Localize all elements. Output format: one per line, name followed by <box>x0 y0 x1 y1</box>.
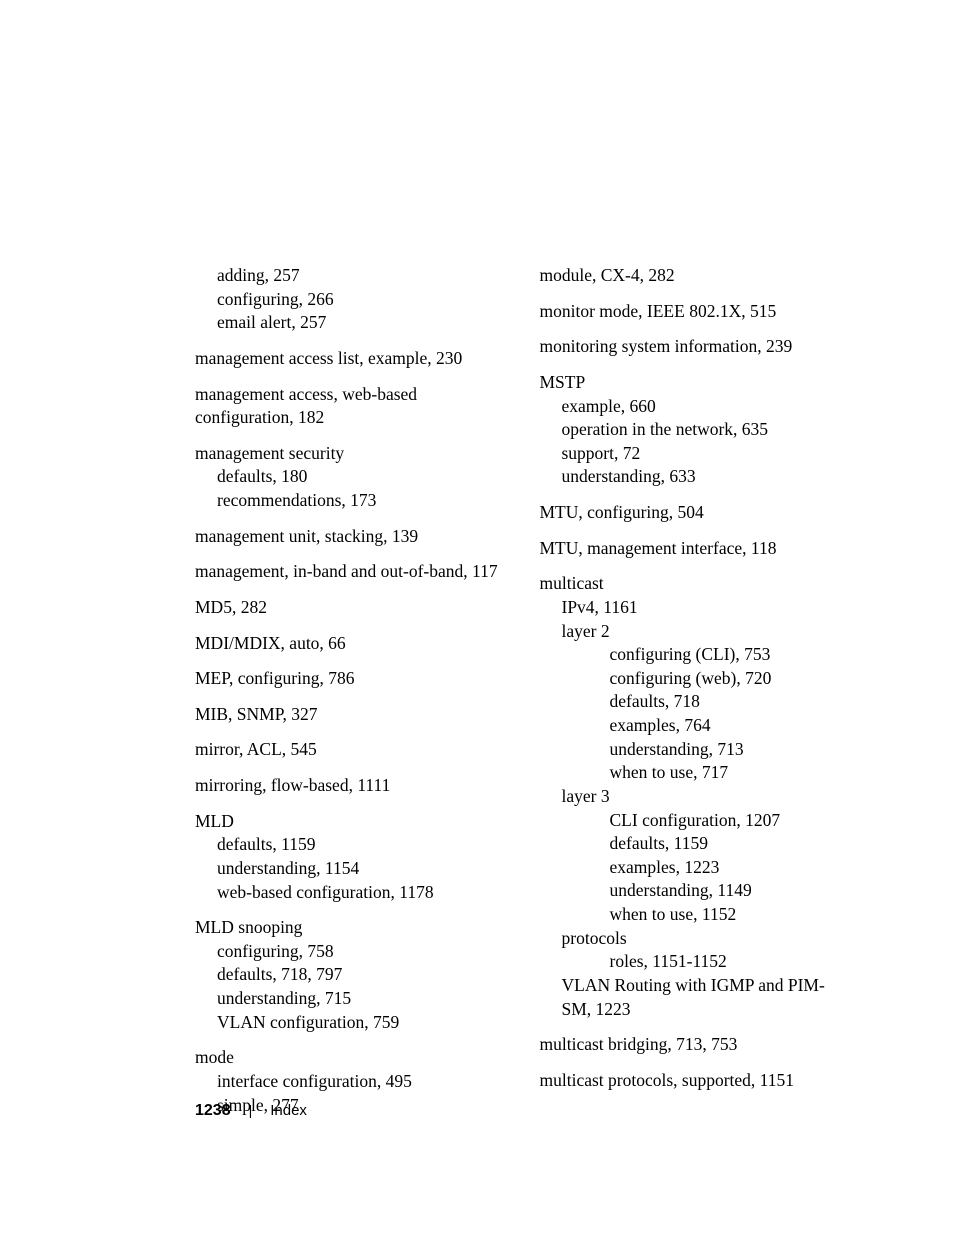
index-entry: multicast protocols, supported, 1151 <box>540 1069 845 1093</box>
index-subentry: operation in the network, 635 <box>540 418 845 442</box>
index-subentry: understanding, 1154 <box>195 857 500 881</box>
index-subsubentry: CLI configuration, 1207 <box>540 809 845 833</box>
index-subentry: defaults, 180 <box>195 465 500 489</box>
index-subentry: defaults, 1159 <box>195 833 500 857</box>
index-subentry: protocols <box>540 927 845 951</box>
right-column: module, CX-4, 282 monitor mode, IEEE 802… <box>540 264 845 1117</box>
index-page: adding, 257 configuring, 266 email alert… <box>0 0 954 1235</box>
index-subentry: web-based configuration, 1178 <box>195 881 500 905</box>
index-subsubentry: examples, 1223 <box>540 856 845 880</box>
index-subentry: layer 2 <box>540 620 845 644</box>
index-entry: MTU, configuring, 504 <box>540 501 845 525</box>
index-entry: management, in-band and out-of-band, 117 <box>195 560 500 584</box>
index-subsubentry: understanding, 1149 <box>540 879 845 903</box>
index-entry: management access, web-based configurati… <box>195 383 500 430</box>
index-subsubentry: examples, 764 <box>540 714 845 738</box>
index-subentry: understanding, 715 <box>195 987 500 1011</box>
index-subsubentry: roles, 1151-1152 <box>540 950 845 974</box>
index-subsubentry: defaults, 718 <box>540 690 845 714</box>
index-subentry: VLAN configuration, 759 <box>195 1011 500 1035</box>
index-entry: MEP, configuring, 786 <box>195 667 500 691</box>
index-entry: monitoring system information, 239 <box>540 335 845 359</box>
index-entry: management security <box>195 442 500 466</box>
index-entry: multicast <box>540 572 845 596</box>
index-subsubentry: configuring (web), 720 <box>540 667 845 691</box>
index-subsubentry: understanding, 713 <box>540 738 845 762</box>
index-subentry: IPv4, 1161 <box>540 596 845 620</box>
index-subentry: email alert, 257 <box>195 311 500 335</box>
index-subsubentry: defaults, 1159 <box>540 832 845 856</box>
index-entry: management unit, stacking, 139 <box>195 525 500 549</box>
index-subentry: support, 72 <box>540 442 845 466</box>
index-entry: module, CX-4, 282 <box>540 264 845 288</box>
page-footer: 1238 | Index <box>195 1102 307 1120</box>
index-entry: mode <box>195 1046 500 1070</box>
index-subentry: configuring, 758 <box>195 940 500 964</box>
index-entry: mirroring, flow-based, 1111 <box>195 774 500 798</box>
index-columns: adding, 257 configuring, 266 email alert… <box>195 264 844 1117</box>
index-subentry: configuring, 266 <box>195 288 500 312</box>
index-subsubentry: configuring (CLI), 753 <box>540 643 845 667</box>
index-subentry: interface configuration, 495 <box>195 1070 500 1094</box>
index-entry: MLD snooping <box>195 916 500 940</box>
index-entry: MSTP <box>540 371 845 395</box>
index-entry: MDI/MDIX, auto, 66 <box>195 632 500 656</box>
index-entry: multicast bridging, 713, 753 <box>540 1033 845 1057</box>
index-subentry: adding, 257 <box>195 264 500 288</box>
index-entry: MTU, management interface, 118 <box>540 537 845 561</box>
index-subsubentry: when to use, 717 <box>540 761 845 785</box>
index-entry: MD5, 282 <box>195 596 500 620</box>
index-subentry: layer 3 <box>540 785 845 809</box>
left-column: adding, 257 configuring, 266 email alert… <box>195 264 500 1117</box>
index-subentry: recommendations, 173 <box>195 489 500 513</box>
footer-label: Index <box>270 1102 307 1119</box>
index-entry: MLD <box>195 810 500 834</box>
index-entry: MIB, SNMP, 327 <box>195 703 500 727</box>
index-subentry: example, 660 <box>540 395 845 419</box>
index-entry: mirror, ACL, 545 <box>195 738 500 762</box>
index-subsubentry: when to use, 1152 <box>540 903 845 927</box>
page-number: 1238 <box>195 1102 231 1120</box>
index-subentry: VLAN Routing with IGMP and PIM-SM, 1223 <box>540 974 845 1021</box>
index-subentry: defaults, 718, 797 <box>195 963 500 987</box>
index-subentry: understanding, 633 <box>540 465 845 489</box>
footer-divider: | <box>249 1102 253 1118</box>
index-entry: monitor mode, IEEE 802.1X, 515 <box>540 300 845 324</box>
index-entry: management access list, example, 230 <box>195 347 500 371</box>
